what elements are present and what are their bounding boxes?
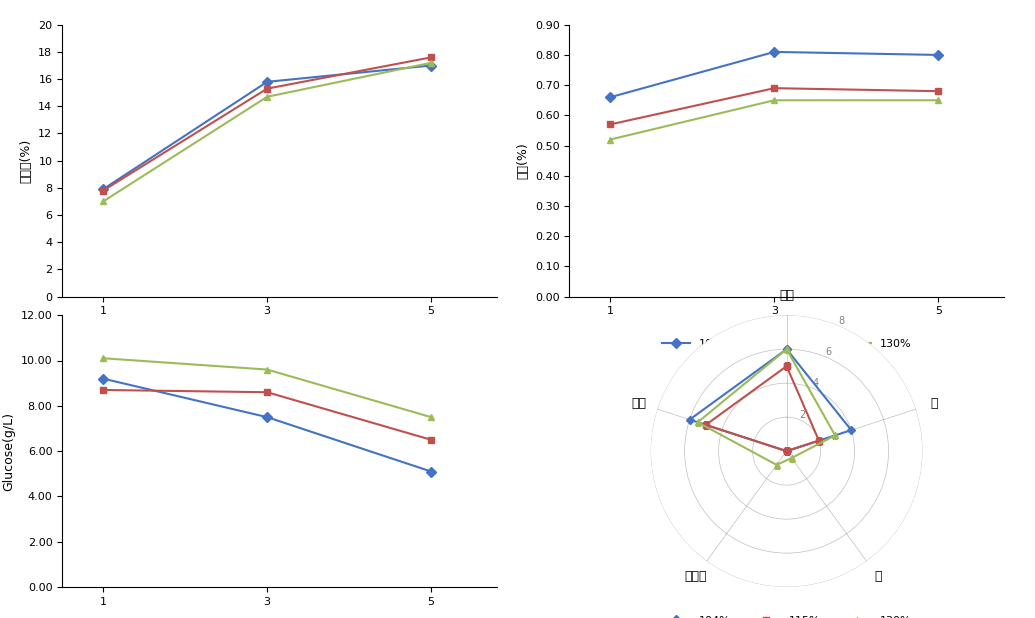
Legend: 104%, 115%, 130%: 104%, 115%, 130% <box>657 335 916 353</box>
Y-axis label: 알코올(%): 알코올(%) <box>20 138 33 183</box>
Y-axis label: 산도(%): 산도(%) <box>516 142 529 179</box>
Legend: 104%, 115%, 130%: 104%, 115%, 130% <box>150 335 409 353</box>
Legend: 104%, 115%, 130%: 104%, 115%, 130% <box>657 612 916 618</box>
Y-axis label: Glucose(g/L): Glucose(g/L) <box>2 412 16 491</box>
